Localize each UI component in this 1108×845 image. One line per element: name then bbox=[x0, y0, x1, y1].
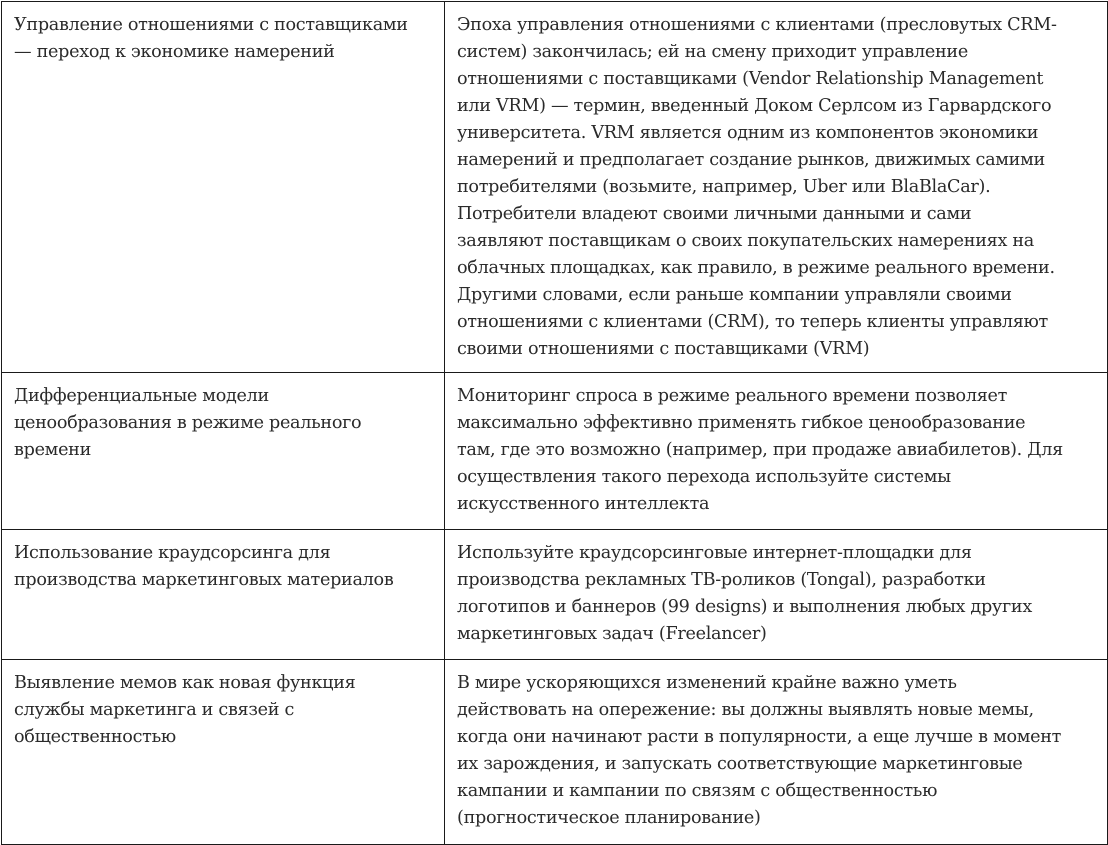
topic-cell: Дифференциальные модели ценообразования … bbox=[1, 372, 445, 530]
description-cell: Мониторинг спроса в режиме реального вре… bbox=[444, 372, 1108, 530]
table-row: Управление отношениями с поставщиками — … bbox=[1, 1, 1108, 373]
table-row: Выявление мемов как новая функция службы… bbox=[1, 659, 1108, 845]
description-cell: Эпоха управления отношениями с клиентами… bbox=[444, 1, 1108, 373]
table-row: Использование краудсорсинга для производ… bbox=[1, 529, 1108, 660]
topic-cell: Использование краудсорсинга для производ… bbox=[1, 529, 445, 660]
table-row: Дифференциальные модели ценообразования … bbox=[1, 372, 1108, 530]
topic-cell: Выявление мемов как новая функция службы… bbox=[1, 659, 445, 845]
topic-cell: Управление отношениями с поставщиками — … bbox=[1, 1, 445, 373]
description-cell: Используйте краудсорсинговые интернет-пл… bbox=[444, 529, 1108, 660]
description-cell: В мире ускоряющихся изменений крайне важ… bbox=[444, 659, 1108, 845]
